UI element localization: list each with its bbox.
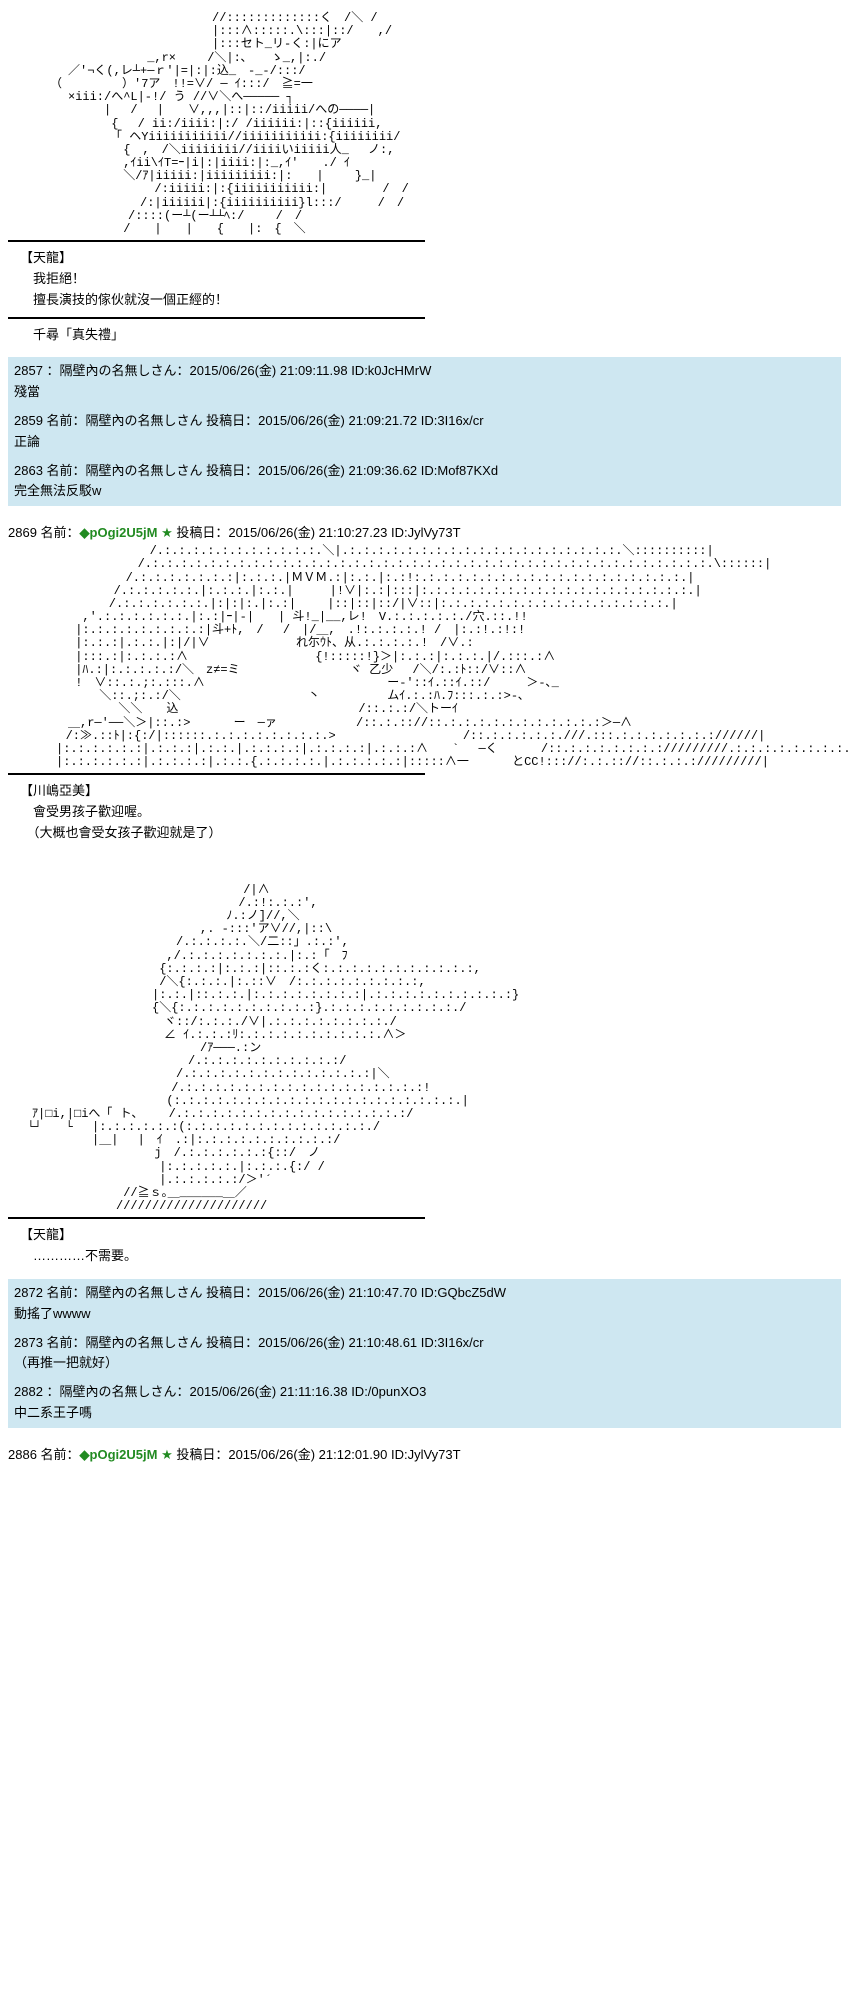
reply-item: 2857 ：隔壁內の名無しさん：2015/06/26(金) 21:09:11.9… — [14, 361, 835, 403]
reply-header: 2882 ：隔壁內の名無しさん：2015/06/26(金) 21:11:16.3… — [14, 1382, 835, 1403]
reply-body: 正論 — [14, 432, 835, 453]
reply-header: 2863 名前：隔壁內の名無しさん 投稿日：2015/06/26(金) 21:0… — [14, 461, 835, 482]
reply-body: 完全無法反駁w — [14, 481, 835, 502]
post-meta: 投稿日：2015/06/26(金) 21:12:01.90 ID:JylVy73… — [173, 1447, 461, 1462]
dialogue-block-2: 千尋「真失禮」 — [20, 325, 841, 346]
dialogue-line: （大概也會受女孩子歡迎就是了） — [20, 823, 841, 844]
reply-item: 2882 ：隔壁內の名無しさん：2015/06/26(金) 21:11:16.3… — [14, 1382, 835, 1424]
dialogue-line: 我拒絕！ — [20, 269, 841, 290]
speaker-label: 【川嶋亞美】 — [20, 781, 841, 802]
post-header-2869: 2869 名前：◆pOgi2U5jM ★ 投稿日：2015/06/26(金) 2… — [8, 522, 841, 541]
dialogue-block-1: 【天龍】 我拒絕！ 擅長演技的傢伙就沒一個正經的！ — [20, 248, 841, 310]
reply-item: 2873 名前：隔壁內の名無しさん 投稿日：2015/06/26(金) 21:1… — [14, 1333, 835, 1375]
dialogue-line: …………不需要。 — [20, 1246, 841, 1267]
dialogue-line: 會受男孩子歡迎喔。 — [20, 802, 841, 823]
reply-item: 2863 名前：隔壁內の名無しさん 投稿日：2015/06/26(金) 21:0… — [14, 461, 835, 503]
reply-body: 殘當 — [14, 382, 835, 403]
speaker-label: 【天龍】 — [20, 248, 841, 269]
speaker-label: 【天龍】 — [20, 1225, 841, 1246]
ascii-art-3: /|∧ /.:!:.:.:', ﾉ.:ノ]//,＼ ,. -:::'ア∨//,|… — [8, 884, 841, 1214]
post-header-2886: 2886 名前：◆pOgi2U5jM ★ 投稿日：2015/06/26(金) 2… — [8, 1444, 841, 1463]
dialogue-line: 千尋「真失禮」 — [20, 325, 841, 346]
reply-header: 2873 名前：隔壁內の名無しさん 投稿日：2015/06/26(金) 21:1… — [14, 1333, 835, 1354]
post-num: 2869 — [8, 525, 37, 540]
tripcode: ◆pOgi2U5jM — [80, 1447, 158, 1462]
post-num: 2886 — [8, 1447, 37, 1462]
ascii-art-2: /.:.:.:.:.:.:.:.:.:.:.:.＼|.:.:.:.:.:.:.:… — [8, 545, 841, 769]
divider — [8, 240, 425, 242]
reply-header: 2872 名前：隔壁內の名無しさん 投稿日：2015/06/26(金) 21:1… — [14, 1283, 835, 1304]
reply-body: 動搖了wwww — [14, 1304, 835, 1325]
reply-item: 2872 名前：隔壁內の名無しさん 投稿日：2015/06/26(金) 21:1… — [14, 1283, 835, 1325]
divider — [8, 1217, 425, 1219]
divider — [8, 773, 425, 775]
reply-header: 2859 名前：隔壁內の名無しさん 投稿日：2015/06/26(金) 21:0… — [14, 411, 835, 432]
ascii-art-1: //:::::::::::::く /＼ / |:::∧:::::.\:::|::… — [8, 12, 841, 236]
reply-block-1: 2857 ：隔壁內の名無しさん：2015/06/26(金) 21:09:11.9… — [8, 357, 841, 506]
reply-body: 中二系王子嗎 — [14, 1403, 835, 1424]
post-prefix: 名前： — [37, 1447, 80, 1462]
dialogue-block-3: 【川嶋亞美】 會受男孩子歡迎喔。 （大概也會受女孩子歡迎就是了） — [20, 781, 841, 843]
tripcode: ◆pOgi2U5jM — [80, 525, 158, 540]
reply-header: 2857 ：隔壁內の名無しさん：2015/06/26(金) 21:09:11.9… — [14, 361, 835, 382]
star-icon: ★ — [157, 1447, 172, 1462]
dialogue-block-4: 【天龍】 …………不需要。 — [20, 1225, 841, 1267]
reply-item: 2859 名前：隔壁內の名無しさん 投稿日：2015/06/26(金) 21:0… — [14, 411, 835, 453]
star-icon: ★ — [157, 525, 172, 540]
reply-body: （再推一把就好） — [14, 1353, 835, 1374]
divider — [8, 317, 425, 319]
dialogue-line: 擅長演技的傢伙就沒一個正經的！ — [20, 290, 841, 311]
reply-block-2: 2872 名前：隔壁內の名無しさん 投稿日：2015/06/26(金) 21:1… — [8, 1279, 841, 1428]
post-prefix: 名前： — [37, 525, 80, 540]
post-meta: 投稿日：2015/06/26(金) 21:10:27.23 ID:JylVy73… — [173, 525, 461, 540]
